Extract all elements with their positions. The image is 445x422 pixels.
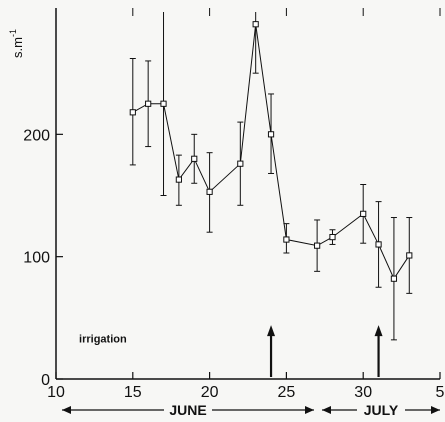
data-point <box>252 21 259 28</box>
y-tick-label: 200 <box>23 127 50 144</box>
data-point <box>283 236 290 243</box>
month-june-arrow-right <box>305 406 314 414</box>
irrigation-arrow-head <box>267 325 276 337</box>
error-bars <box>129 12 413 341</box>
data-point <box>175 176 182 183</box>
x-tick-label: 20 <box>201 384 219 401</box>
data-point <box>191 155 198 162</box>
series-line <box>132 24 410 280</box>
y-tick-label: 100 <box>23 250 50 267</box>
data-point <box>267 131 275 138</box>
y-ticks: 0 100 200 <box>23 127 63 389</box>
data-point <box>314 242 321 249</box>
month-july-arrow-right <box>431 406 440 414</box>
x-tick-label: 10 <box>47 384 65 401</box>
plot-area: 10 15 20 25 30 5 0 100 200 <box>23 8 445 401</box>
data-point <box>360 210 367 217</box>
y-axis-label-text: s.m <box>10 37 25 58</box>
month-july-label: JULY <box>364 402 399 418</box>
data-point <box>375 241 382 248</box>
data-point <box>160 100 167 107</box>
data-point <box>390 275 398 282</box>
data-point <box>329 233 336 241</box>
data-point <box>129 109 136 116</box>
data-point <box>145 100 152 107</box>
month-july-arrow-left <box>322 406 331 414</box>
month-june-label: JUNE <box>169 402 206 418</box>
data-point <box>237 160 244 167</box>
irrigation-label: irrigation <box>79 333 127 345</box>
data-point <box>406 252 413 259</box>
data-point <box>206 188 213 195</box>
irrigation-arrow-head <box>374 325 383 337</box>
x-tick-label: 5 <box>436 384 445 401</box>
y-axis-label: s.m-1 <box>8 29 25 58</box>
month-june-arrow-left <box>62 406 71 414</box>
data-markers <box>129 21 413 282</box>
y-axis-label-superscript: -1 <box>8 29 18 37</box>
x-tick-label: 25 <box>278 384 296 401</box>
month-ranges: JUNE JULY <box>62 402 440 418</box>
irrigation-arrows <box>267 325 383 377</box>
y-tick-label: 0 <box>41 372 50 389</box>
x-tick-label: 15 <box>124 384 142 401</box>
x-ticks: 10 15 20 25 30 5 <box>47 8 445 401</box>
x-tick-label: 30 <box>354 384 372 401</box>
